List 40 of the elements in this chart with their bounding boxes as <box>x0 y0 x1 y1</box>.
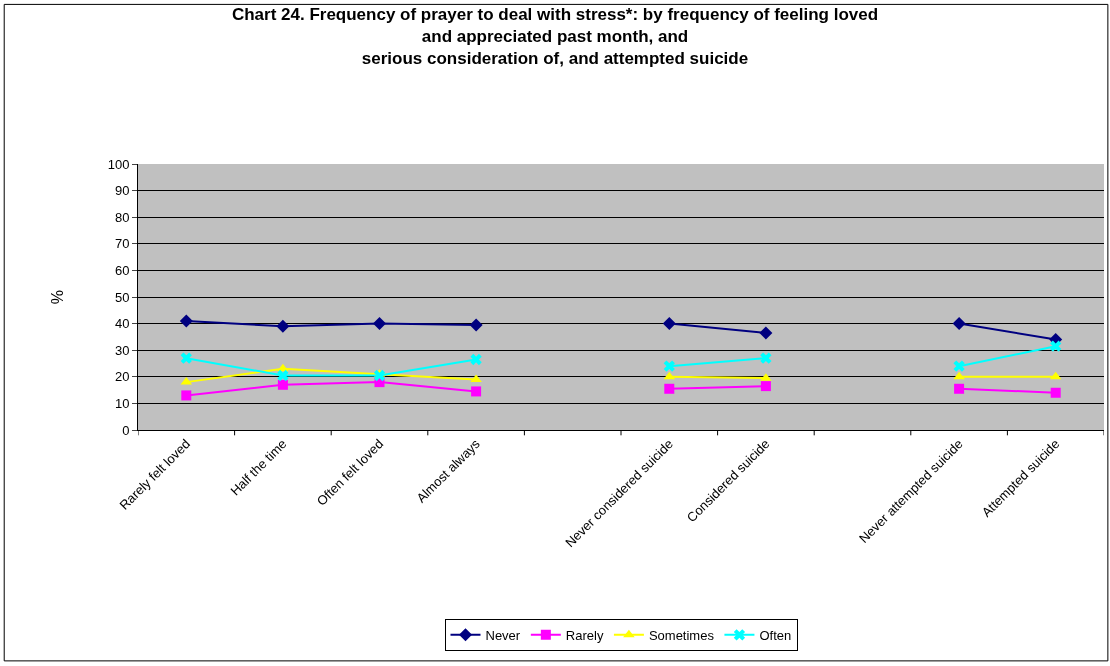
point <box>760 352 772 364</box>
y-tick-label: 80 <box>114 209 130 225</box>
point <box>277 369 289 382</box>
legend-label: Sometimes <box>648 627 715 643</box>
y-tick-label: 90 <box>114 183 130 199</box>
point <box>664 383 675 394</box>
y-tick-label: 30 <box>114 342 130 358</box>
point <box>277 379 288 390</box>
point <box>953 360 965 372</box>
point <box>181 390 192 401</box>
point <box>373 369 386 382</box>
point <box>373 317 386 331</box>
legend-label: Often <box>759 627 792 643</box>
point <box>954 383 965 394</box>
chart-title: Chart 24. Frequency of prayer to deal with stress*: by frequency of feeling loved and appreciated past month, and serious consideration of, and attempted suicide <box>231 5 879 69</box>
point <box>663 360 675 372</box>
y-tick-label: 0 <box>122 422 130 438</box>
point <box>952 317 966 331</box>
point <box>179 314 193 328</box>
y-tick-label: 10 <box>114 395 130 411</box>
y-tick-label: 70 <box>114 236 130 252</box>
y-tick-label: 60 <box>114 262 130 278</box>
point <box>662 317 676 331</box>
point <box>470 353 482 366</box>
point <box>471 386 482 397</box>
point <box>1050 387 1061 398</box>
y-tick-label: 40 <box>114 316 130 332</box>
point <box>469 318 483 332</box>
y-tick-label: 20 <box>114 369 130 385</box>
y-tick-label: 50 <box>114 289 130 305</box>
legend-label: Rarely <box>565 627 604 643</box>
point <box>760 381 771 392</box>
y-axis-title: % <box>48 289 66 305</box>
point <box>276 319 290 333</box>
point <box>953 371 965 380</box>
y-tick-label: 100 <box>107 156 130 172</box>
legend-label: Never <box>485 627 521 643</box>
point <box>180 352 192 364</box>
point <box>759 326 773 340</box>
point <box>1050 340 1062 352</box>
